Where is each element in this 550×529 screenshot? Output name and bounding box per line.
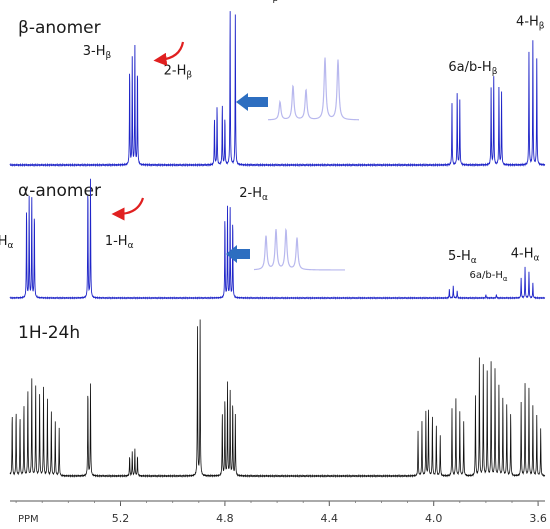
beta-multiplet-inset [267, 57, 360, 121]
x-axis-tick-label: 4.8 [216, 512, 234, 525]
alpha-spectrum-trace [9, 178, 546, 300]
blue-arrow-alpha [226, 245, 250, 263]
alpha-peak-label: 4-Hα [511, 247, 540, 264]
beta-peak-label: 6a/b-Hβ [448, 60, 497, 77]
beta-peak-label: 4-Hβ [516, 15, 545, 32]
blue-arrow-beta [236, 93, 268, 111]
alpha-anomer-title: α-anomer [18, 181, 101, 201]
alpha-peak-label: 2-Hα [239, 186, 268, 203]
mix-spectrum-trace [9, 319, 546, 479]
x-axis-tick-label: 4.0 [425, 512, 443, 525]
alpha-spectrum-line [9, 178, 546, 300]
beta-spectrum-trace [9, 11, 546, 168]
alpha-peak-label: 6a/b-Hα [470, 270, 508, 283]
mix-spectrum-line [9, 319, 546, 479]
x-axis-tick-label: 5.2 [112, 512, 130, 525]
mix-spectrum-title: 1H-24h [18, 323, 80, 343]
x-axis-tick-label: 4.4 [321, 512, 339, 525]
beta-spectrum-line [9, 11, 546, 168]
alpha-peak-label: 3-Hα [0, 234, 14, 251]
multiplet-inset-line [253, 227, 345, 271]
x-axis-ticks: 5.2 4.8 4.4 4.0 3.6 [15, 501, 547, 525]
beta-anomer-title: β-anomer [18, 18, 101, 38]
multiplet-inset-line [267, 57, 360, 121]
red-arrow-alpha [111, 197, 145, 221]
alpha-peak-label: 1-Hα [105, 234, 134, 251]
beta-peak-label: 2-Hβ [164, 63, 193, 80]
beta-peak-label: 1-Hβ [250, 0, 279, 4]
alpha-peak-label: 5-Hα [448, 249, 477, 266]
x-axis-unit-label: PPM [18, 514, 39, 525]
beta-peak-label: 3-Hβ [83, 44, 112, 61]
alpha-multiplet-inset [253, 227, 345, 271]
red-arrow-beta [153, 41, 185, 66]
x-axis-tick-label: 3.6 [529, 512, 547, 525]
